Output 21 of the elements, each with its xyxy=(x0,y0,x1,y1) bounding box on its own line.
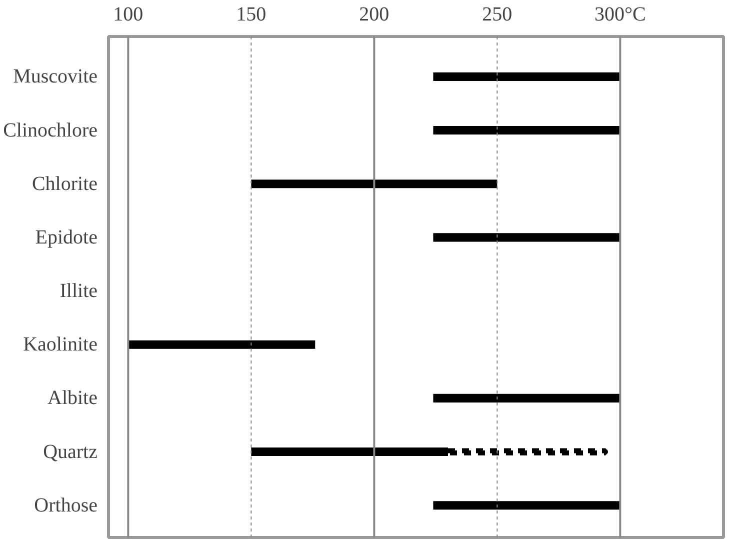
bar xyxy=(433,72,620,81)
x-tick-label: 150 xyxy=(236,4,266,26)
y-tick-label: Epidote xyxy=(35,226,98,248)
x-tick-label: 200 xyxy=(359,4,390,26)
y-tick-label: Kaolinite xyxy=(23,334,98,356)
y-tick-label: Clinochlore xyxy=(3,119,98,142)
y-tick-label: Muscovite xyxy=(13,66,98,88)
y-tick-label: Illite xyxy=(60,280,98,302)
y-tick-label: Albite xyxy=(48,387,98,410)
y-tick-label: Chlorite xyxy=(32,172,98,195)
x-tick-label: 250 xyxy=(482,4,512,26)
bar xyxy=(433,233,620,242)
y-tick-label: Quartz xyxy=(43,440,98,463)
bar xyxy=(128,340,316,349)
bar xyxy=(433,501,620,510)
x-tick-label: 300°C xyxy=(594,4,646,26)
x-tick-label: 100 xyxy=(113,4,144,26)
bar xyxy=(433,126,620,135)
y-tick-label: Orthose xyxy=(34,494,98,516)
bar xyxy=(251,180,498,188)
bar xyxy=(433,394,620,402)
